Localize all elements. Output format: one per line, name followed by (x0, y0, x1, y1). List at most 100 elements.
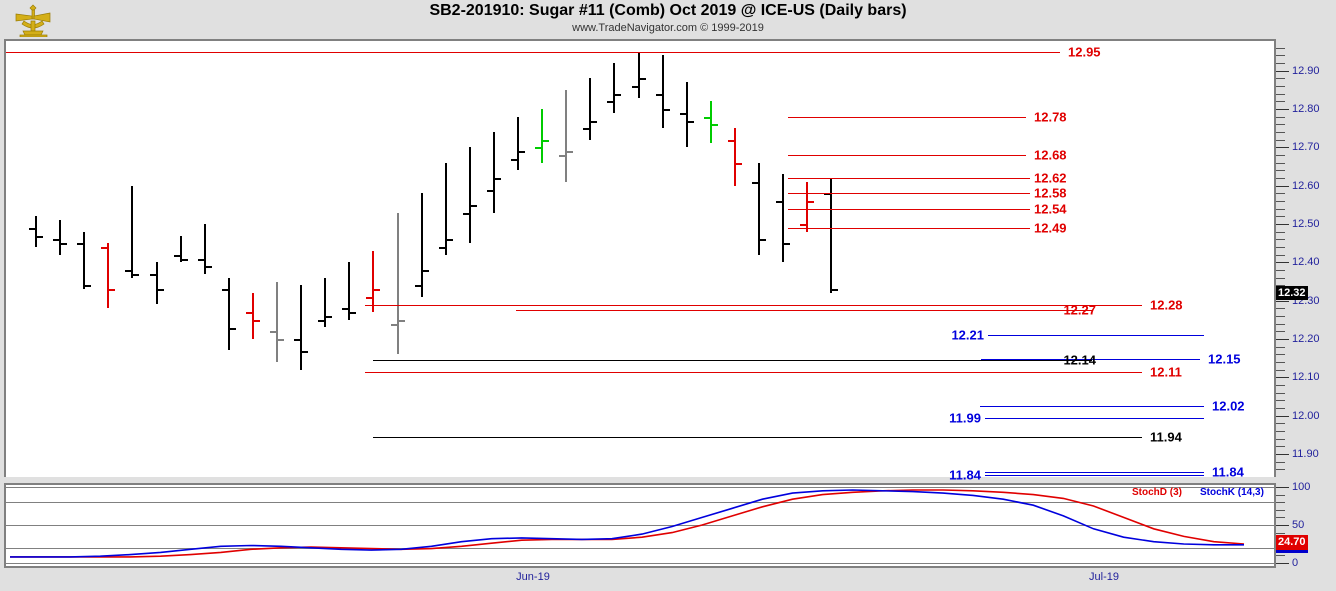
price-scale-minor-tick (1276, 193, 1285, 195)
stoch-scale-label: 0 (1292, 557, 1299, 569)
study-line[interactable] (788, 178, 1030, 179)
study-line[interactable] (373, 436, 1142, 438)
price-scale-tick (1276, 300, 1289, 302)
stochastic-value-tag: 24.70 (1276, 535, 1308, 554)
study-line[interactable] (988, 335, 1204, 337)
price-scale-minor-tick (1276, 385, 1285, 386)
study-line[interactable] (985, 417, 1204, 419)
stoch-scale-minor-tick (1276, 502, 1285, 504)
price-chart-pane[interactable]: © GenesisFT (4, 40, 1274, 518)
stochastic-pane[interactable]: StochD (3) StochK (14,3) (4, 484, 1274, 566)
price-scale-minor-tick (1276, 78, 1285, 80)
price-scale-minor-tick (1276, 178, 1285, 179)
oscillator-legend-item[interactable]: StochK (14,3) (1200, 487, 1264, 498)
study-line[interactable] (985, 472, 1204, 474)
price-scale-label: 12.20 (1292, 333, 1320, 345)
price-scale-label: 12.70 (1292, 141, 1320, 154)
price-scale-label: 11.90 (1292, 448, 1319, 460)
oscillator-legend-item[interactable]: StochD (3) (1132, 487, 1182, 498)
price-scale-minor-tick (1276, 201, 1285, 202)
price-scale-tick (1276, 339, 1289, 340)
stoch-scale-label: 50 (1292, 519, 1305, 531)
price-scale-minor-tick (1276, 170, 1285, 172)
price-scale-minor-tick (1276, 101, 1285, 103)
price-scale-minor-tick (1276, 139, 1285, 141)
price-pane-top-border (4, 39, 1276, 41)
price-scale-label: 12.00 (1292, 409, 1320, 422)
price-scale-tick (1276, 262, 1289, 264)
study-line[interactable] (980, 406, 1204, 408)
study-line[interactable] (981, 359, 1200, 361)
oscillator-gridline (4, 487, 1274, 488)
oscillator-gridline (4, 525, 1274, 526)
study-line[interactable] (373, 360, 1092, 362)
price-scale-minor-tick (1276, 47, 1285, 49)
stoch-scale-minor-tick (1276, 555, 1285, 557)
price-scale-tick (1276, 415, 1289, 417)
stochastic-series-line (10, 489, 1245, 558)
price-scale-minor-tick (1276, 308, 1285, 310)
price-scale-minor-tick (1276, 208, 1285, 210)
stoch-scale-minor-tick (1276, 509, 1285, 511)
price-scale-tick (1276, 147, 1289, 149)
price-scale-minor-tick (1276, 155, 1285, 156)
price-scale-minor-tick (1276, 346, 1285, 348)
price-scale-minor-tick (1276, 461, 1285, 463)
current-price-tag: 12.32 (1276, 286, 1308, 300)
study-line[interactable] (788, 227, 1030, 229)
oscillator-gridline (4, 563, 1274, 564)
stochastic-lines (10, 489, 1245, 558)
oscillator-gridline (4, 547, 1274, 549)
osc-pane-top-border (4, 483, 1276, 485)
price-scale-minor-tick (1276, 162, 1285, 164)
study-line[interactable] (365, 304, 1142, 306)
study-line[interactable] (788, 116, 1026, 118)
price-scale-minor-tick (1276, 438, 1285, 440)
stoch-scale-tick (1276, 487, 1289, 488)
stoch-scale-minor-tick (1276, 494, 1285, 496)
stoch-scale-minor-tick (1276, 532, 1285, 534)
price-scale-label: 12.40 (1292, 256, 1320, 269)
price-scale-tick (1276, 224, 1289, 225)
price-scale-minor-tick (1276, 216, 1285, 218)
price-scale-minor-tick (1276, 469, 1285, 471)
price-scale-label: 12.10 (1292, 371, 1320, 384)
date-axis-label: Jun-19 (516, 571, 550, 583)
price-scale-minor-tick (1276, 323, 1285, 325)
price-scale-label: 12.50 (1292, 218, 1320, 230)
price-scale-minor-tick (1276, 93, 1285, 95)
stoch-scale-label: 100 (1292, 481, 1311, 493)
price-scale-minor-tick (1276, 446, 1285, 448)
price-scale-minor-tick (1276, 369, 1285, 371)
stoch-scale-tick (1276, 563, 1289, 564)
price-scale-minor-tick (1276, 116, 1285, 118)
price-scale-tick (1276, 109, 1289, 110)
price-scale-minor-tick (1276, 247, 1285, 248)
date-axis-label: Jul-19 (1089, 571, 1119, 583)
price-scale-minor-tick (1276, 124, 1285, 126)
price-scale-minor-tick (1276, 63, 1285, 64)
price-scale-minor-tick (1276, 270, 1285, 271)
study-line[interactable] (365, 371, 1142, 373)
price-scale-tick (1276, 454, 1289, 455)
chart-title: SB2-201910: Sugar #11 (Comb) Oct 2019 @ … (429, 2, 907, 19)
study-line[interactable] (516, 310, 1092, 312)
price-scale-tick (1276, 185, 1289, 187)
price-scale-minor-tick (1276, 254, 1285, 256)
study-line[interactable] (985, 475, 1204, 477)
price-scale-minor-tick (1276, 400, 1285, 402)
date-axis: Jun-19 Jul-19 (0, 566, 1336, 591)
price-scale[interactable]: 12.90 12.80 12.70 12.60 12.50 12.40 12.30 12.20… (1276, 40, 1336, 569)
osc-pane-left-border (4, 484, 6, 566)
study-line[interactable] (788, 193, 1030, 195)
chart-subtitle: www.TradeNavigator.com © 1999-2019 (572, 22, 764, 34)
price-scale-label: 12.60 (1292, 179, 1320, 192)
study-line[interactable] (788, 208, 1030, 210)
price-pane-left-border (4, 40, 6, 477)
study-line[interactable] (4, 51, 1060, 53)
stochastic-series-line (10, 489, 1244, 558)
stoch-scale-minor-tick (1276, 517, 1285, 519)
study-line[interactable] (788, 155, 1026, 156)
price-scale-minor-tick (1276, 362, 1285, 363)
price-scale-tick (1276, 70, 1289, 72)
